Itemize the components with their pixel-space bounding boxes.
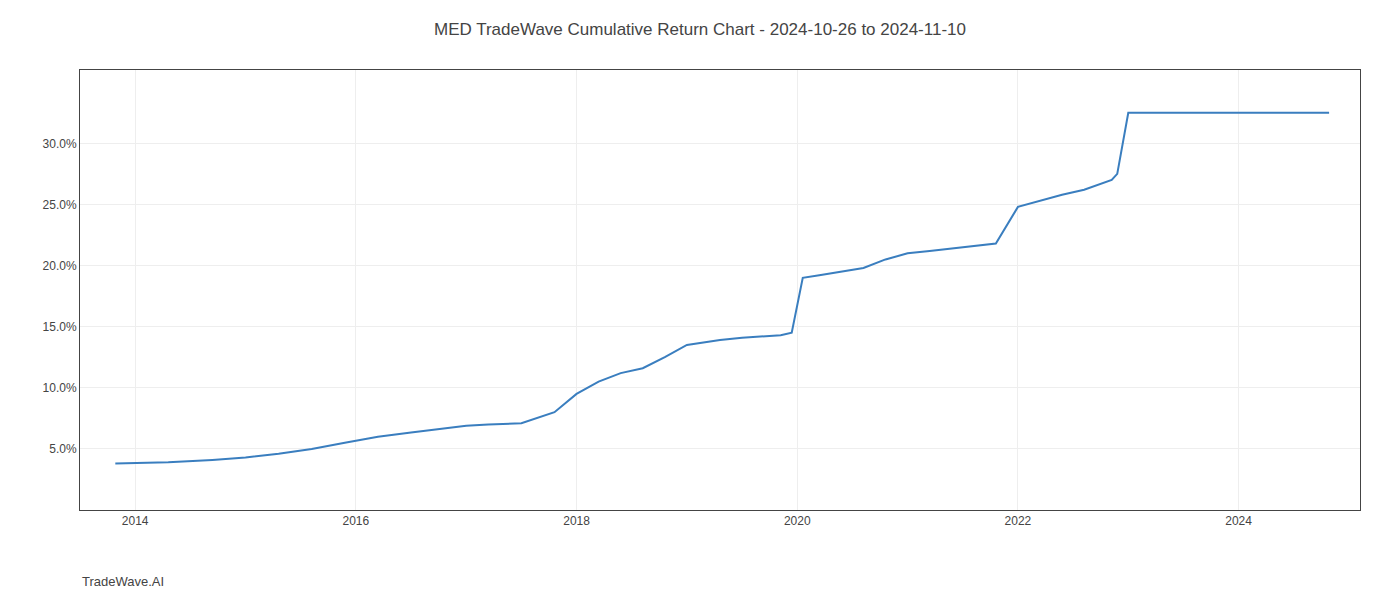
svg-text:2020: 2020 — [784, 514, 811, 528]
svg-text:2018: 2018 — [563, 514, 590, 528]
svg-text:25.0%: 25.0% — [43, 198, 77, 212]
svg-text:2016: 2016 — [343, 514, 370, 528]
svg-text:30.0%: 30.0% — [43, 137, 77, 151]
svg-text:20.0%: 20.0% — [43, 259, 77, 273]
svg-text:2014: 2014 — [122, 514, 149, 528]
svg-text:MED TradeWave Cumulative Retur: MED TradeWave Cumulative Return Chart - … — [434, 20, 966, 39]
svg-text:TradeWave.AI: TradeWave.AI — [82, 574, 164, 589]
svg-text:2024: 2024 — [1225, 514, 1252, 528]
svg-text:2022: 2022 — [1005, 514, 1032, 528]
svg-text:10.0%: 10.0% — [43, 381, 77, 395]
svg-text:15.0%: 15.0% — [43, 320, 77, 334]
svg-text:5.0%: 5.0% — [49, 442, 77, 456]
